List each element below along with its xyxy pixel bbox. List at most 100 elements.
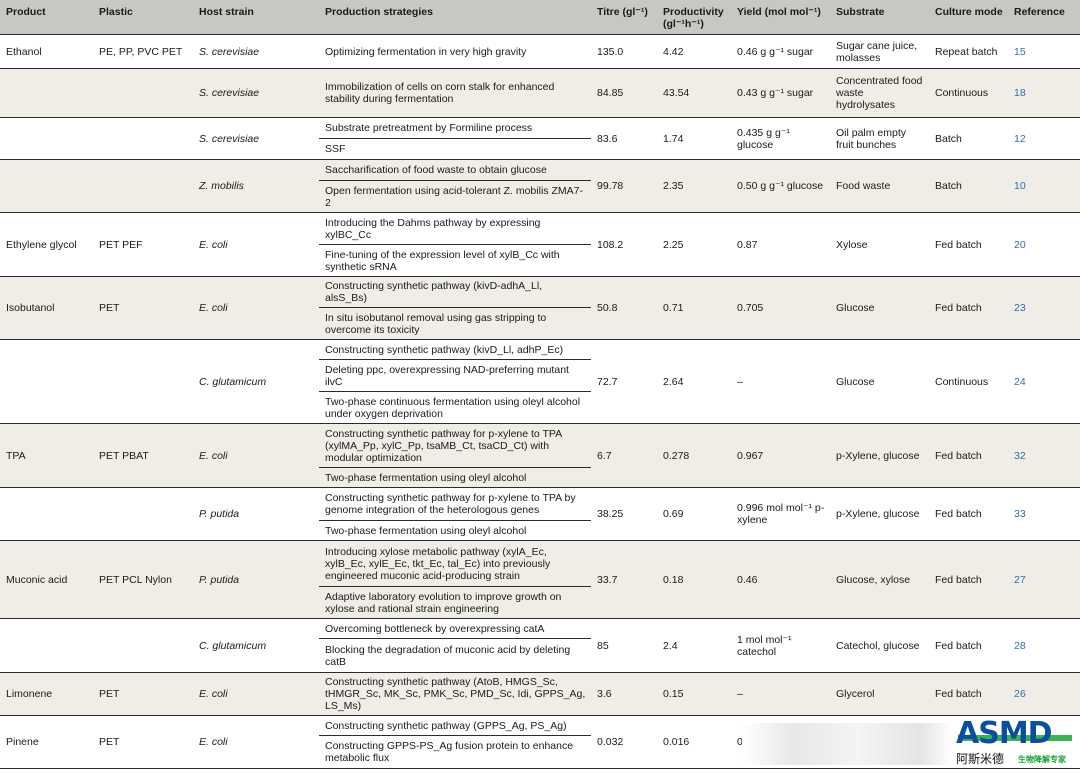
- strategy-cell: Substrate pretreatment by Formiline proc…: [319, 117, 591, 139]
- product-cell: [0, 68, 93, 118]
- table-row: Isobutanol PET E. coli Constructing synt…: [0, 276, 1080, 340]
- productivity-cell: 43.54: [657, 68, 731, 118]
- blurred-region: [742, 723, 952, 765]
- watermark-logo: ASMD 阿斯米德 生物降解专家: [952, 716, 1078, 768]
- titre-cell: 72.7: [591, 339, 657, 424]
- reference-link[interactable]: 32: [1008, 423, 1080, 488]
- strategy-cell: Constructing GPPS-PS_Ag fusion protein t…: [319, 735, 591, 768]
- reference-link[interactable]: 33: [1008, 487, 1080, 541]
- table-row: Blocking the degradation of muconic acid…: [0, 638, 1080, 673]
- plastic-cell: PET PBAT: [93, 423, 193, 488]
- plastic-cell: PET: [93, 672, 193, 716]
- strategy-cell: Open fermentation using acid-tolerant Z.…: [319, 180, 591, 213]
- col-substrate: Substrate: [830, 0, 929, 35]
- plastic-cell: PET PCL Nylon: [93, 540, 193, 619]
- table-row: Muconic acid PET PCL Nylon P. putida Int…: [0, 540, 1080, 619]
- table-row: Two-phase continuous fermentation using …: [0, 391, 1080, 424]
- culture-cell: Fed batch: [929, 212, 1008, 277]
- yield-cell: 0.50 g g⁻¹ glucose: [731, 159, 830, 213]
- culture-cell: Fed batch: [929, 487, 1008, 541]
- reference-link[interactable]: 28: [1008, 618, 1080, 673]
- strategy-cell: Overcoming bottleneck by overexpressing …: [319, 618, 591, 639]
- table-row: S. cerevisiae Immobilization of cells on…: [0, 68, 1080, 118]
- productivity-cell: 1.74: [657, 117, 731, 160]
- product-cell: [0, 618, 93, 673]
- substrate-cell: Oil palm empty fruit bunches: [830, 117, 929, 160]
- titre-cell: 99.78: [591, 159, 657, 213]
- reference-link[interactable]: 20: [1008, 212, 1080, 277]
- reference-link[interactable]: 15: [1008, 34, 1080, 69]
- yield-cell: –: [731, 339, 830, 424]
- strategy-cell: Introducing the Dahms pathway by express…: [319, 212, 591, 245]
- plastic-cell: [93, 618, 193, 673]
- culture-cell: Repeat batch: [929, 34, 1008, 69]
- col-productivity: Productivity (gl⁻¹h⁻¹): [657, 0, 731, 35]
- strategy-cell: Constructing synthetic pathway (AtoB, HM…: [319, 672, 591, 716]
- reference-link[interactable]: 18: [1008, 68, 1080, 118]
- reference-link[interactable]: 12: [1008, 117, 1080, 160]
- strategy-cell: Constructing synthetic pathway (GPPS_Ag,…: [319, 715, 591, 736]
- plastic-cell: PET PEF: [93, 212, 193, 277]
- logo-tagline: 生物降解专家: [1018, 755, 1066, 764]
- titre-cell: 135.0: [591, 34, 657, 69]
- reference-link[interactable]: 27: [1008, 540, 1080, 619]
- col-strategies: Production strategies: [319, 0, 591, 35]
- titre-cell: 33.7: [591, 540, 657, 619]
- header-row: Product Plastic Host strain Production s…: [0, 0, 1080, 35]
- productivity-cell: 0.69: [657, 487, 731, 541]
- substrate-cell: Concentrated food waste hydrolysates: [830, 68, 929, 118]
- table-row: C. glutamicum Overcoming bottleneck by o…: [0, 618, 1080, 673]
- table-row: S. cerevisiae Substrate pretreatment by …: [0, 117, 1080, 160]
- productivity-cell: 0.15: [657, 672, 731, 716]
- product-cell: [0, 487, 93, 541]
- col-culture: Culture mode: [929, 0, 1008, 35]
- bottom-rule: [0, 768, 1080, 769]
- product-cell: [0, 159, 93, 213]
- titre-cell: 38.25: [591, 487, 657, 541]
- strategy-cell: Two-phase fermentation using oleyl alcoh…: [319, 520, 591, 541]
- reference-link[interactable]: 23: [1008, 276, 1080, 340]
- host-cell: Z. mobilis: [193, 159, 319, 213]
- strategy-cell: Fine-tuning of the expression level of x…: [319, 244, 591, 277]
- culture-cell: Fed batch: [929, 618, 1008, 673]
- strategy-cell: Optimizing fermentation in very high gra…: [319, 34, 591, 69]
- titre-cell: 50.8: [591, 276, 657, 340]
- strategy-cell: Blocking the degradation of muconic acid…: [319, 638, 591, 673]
- strategy-cell: Immobilization of cells on corn stalk fo…: [319, 68, 591, 118]
- plastic-cell: [93, 68, 193, 118]
- host-cell: E. coli: [193, 212, 319, 277]
- strategy-cell: Two-phase continuous fermentation using …: [319, 391, 591, 424]
- table-row: Z. mobilis Saccharification of food wast…: [0, 159, 1080, 213]
- culture-cell: Fed batch: [929, 276, 1008, 340]
- strategy-cell: Constructing synthetic pathway for p-xyl…: [319, 423, 591, 468]
- reference-link[interactable]: 26: [1008, 672, 1080, 716]
- table-row: In situ isobutanol removal using gas str…: [0, 307, 1080, 340]
- productivity-cell: 0.18: [657, 540, 731, 619]
- strategy-cell: Saccharification of food waste to obtain…: [319, 159, 591, 181]
- plastic-cell: PET: [93, 715, 193, 768]
- culture-cell: Continuous: [929, 68, 1008, 118]
- productivity-cell: 0.71: [657, 276, 731, 340]
- product-cell: TPA: [0, 423, 93, 488]
- culture-cell: Fed batch: [929, 540, 1008, 619]
- yield-cell: 0.705: [731, 276, 830, 340]
- host-cell: E. coli: [193, 715, 319, 768]
- host-cell: P. putida: [193, 487, 319, 541]
- col-host: Host strain: [193, 0, 319, 35]
- table-row: Constructing GPPS-PS_Ag fusion protein t…: [0, 735, 1080, 768]
- reference-link[interactable]: 24: [1008, 339, 1080, 424]
- culture-cell: Continuous: [929, 339, 1008, 424]
- yield-cell: 0.87: [731, 212, 830, 277]
- strategy-cell: Introducing xylose metabolic pathway (xy…: [319, 540, 591, 587]
- host-cell: S. cerevisiae: [193, 117, 319, 160]
- productivity-cell: 2.35: [657, 159, 731, 213]
- strategy-cell: Two-phase fermentation using oleyl alcoh…: [319, 467, 591, 488]
- plastic-cell: [93, 117, 193, 160]
- product-cell: Muconic acid: [0, 540, 93, 619]
- product-cell: [0, 339, 93, 424]
- table-row: Ethylene glycol PET PEF E. coli Introduc…: [0, 212, 1080, 277]
- reference-link[interactable]: 10: [1008, 159, 1080, 213]
- table-row: Ethanol PE, PP, PVC PET S. cerevisiae Op…: [0, 34, 1080, 69]
